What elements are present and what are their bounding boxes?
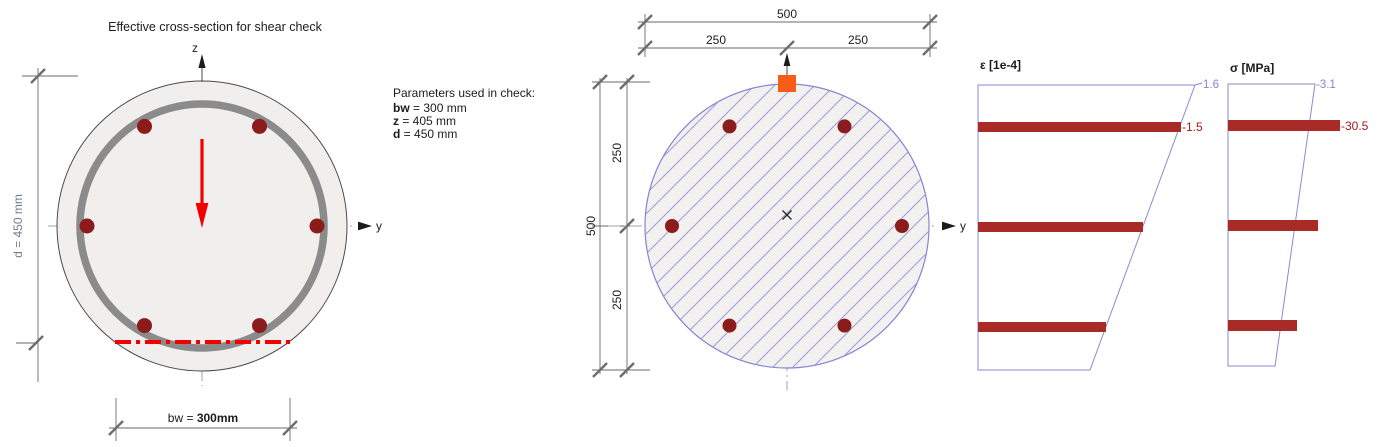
rebar-dot: [722, 318, 737, 333]
top-fiber-marker: [778, 75, 796, 92]
depth-dim-label: d = 450 mm: [11, 194, 25, 258]
top-dimensions: 500 250 250: [637, 7, 938, 57]
y-axis-label: y: [960, 219, 966, 233]
rebar-dot: [837, 318, 852, 333]
side-dimensions: 500 250 250: [584, 74, 650, 378]
rebar-strain-value: -1.5: [1182, 120, 1203, 134]
rebar-strain-bar: [978, 122, 1181, 132]
dim-tick: [28, 335, 44, 351]
dim-tick: [637, 14, 653, 30]
stress-profile-outline: [1227, 83, 1316, 367]
centroid-marker: [782, 210, 792, 220]
parameters-heading: Parameters used in check:: [393, 86, 535, 100]
y-axis: y: [942, 219, 966, 233]
rebar-dot: [252, 118, 267, 134]
strain-profile-outline: [977, 84, 1196, 371]
parameter-line: d = 450 mm: [393, 127, 457, 141]
rebar-dot: [895, 219, 909, 233]
side-dim-total: 500: [584, 216, 598, 236]
stress-top-value: -3.1: [1316, 79, 1336, 91]
depth-dimension: d = 450 mm: [11, 68, 78, 382]
top-fiber-marker-group: [778, 53, 796, 92]
leader-line: [1194, 82, 1203, 86]
parameter-line: bw = 300 mm: [393, 101, 467, 115]
dim-tick: [282, 420, 298, 436]
dim-tick: [619, 218, 635, 234]
z-axis: z: [192, 41, 206, 82]
dim-tick: [592, 74, 608, 90]
hatch-fill: [645, 84, 929, 368]
rebar-dot: [309, 218, 325, 234]
z-axis-arrow-icon: [198, 54, 206, 68]
rebar-stress-bar: [1228, 320, 1297, 331]
rebar-dots: [79, 118, 325, 334]
width-dimension: bw = 300mm: [108, 398, 298, 441]
dim-tick: [922, 40, 938, 56]
rebar-dot: [137, 318, 152, 334]
rebar-dots: [665, 119, 909, 333]
rebar-dot: [665, 219, 679, 233]
top-dim-total: 500: [777, 7, 797, 21]
y-axis: y: [358, 219, 382, 233]
dim-tick: [30, 68, 46, 84]
rebar-stress-value: -30.5: [1341, 119, 1369, 133]
dim-tick: [779, 40, 795, 56]
y-axis-arrow-icon: [942, 221, 956, 231]
y-axis-label: y: [376, 219, 382, 233]
strain-top-value: 1.6: [1203, 79, 1219, 91]
strain-diagram-title: ε [1e-4]: [980, 58, 1021, 72]
up-arrow-icon: [783, 53, 791, 66]
dim-tick: [108, 420, 124, 436]
rebar-dot: [79, 218, 95, 234]
left-cross-section: Effective cross-section for shear check …: [11, 20, 382, 441]
rebar-stress-bar: [1228, 120, 1340, 131]
parameter-line: z = 405 mm: [393, 114, 456, 128]
rebar-strain-bar: [978, 222, 1143, 232]
stress-diagram-title: σ [MPa]: [1230, 61, 1274, 75]
strain-diagram: ε [1e-4] 1.6 -1.5: [977, 58, 1219, 371]
top-dim-right: 250: [848, 33, 868, 47]
parameters-panel: Parameters used in check: bw = 300 mm z …: [393, 86, 535, 141]
main-cross-section: 500 250 250 500 250 250: [584, 7, 966, 390]
side-dim-lower: 250: [610, 290, 624, 310]
stress-diagram: σ [MPa] -3.1 -30.5: [1227, 61, 1369, 367]
dim-tick: [619, 74, 635, 90]
dim-tick: [922, 14, 938, 30]
side-dim-upper: 250: [610, 143, 624, 163]
dim-tick: [619, 362, 635, 378]
top-dim-left: 250: [706, 33, 726, 47]
z-axis-label: z: [192, 41, 198, 55]
dim-tick: [592, 362, 608, 378]
width-dim-label: bw = 300mm: [168, 411, 238, 425]
rebar-dot: [137, 118, 152, 134]
left-figure-title: Effective cross-section for shear check: [108, 20, 322, 34]
rebar-dot: [722, 119, 737, 134]
rebar-dot: [837, 119, 852, 134]
rebar-stress-bar: [1228, 220, 1318, 231]
rebar-dot: [252, 318, 267, 334]
shear-force-arrow: [195, 139, 209, 228]
y-axis-arrow-icon: [358, 221, 372, 231]
rebar-strain-bar: [978, 322, 1106, 332]
dim-tick: [637, 40, 653, 56]
